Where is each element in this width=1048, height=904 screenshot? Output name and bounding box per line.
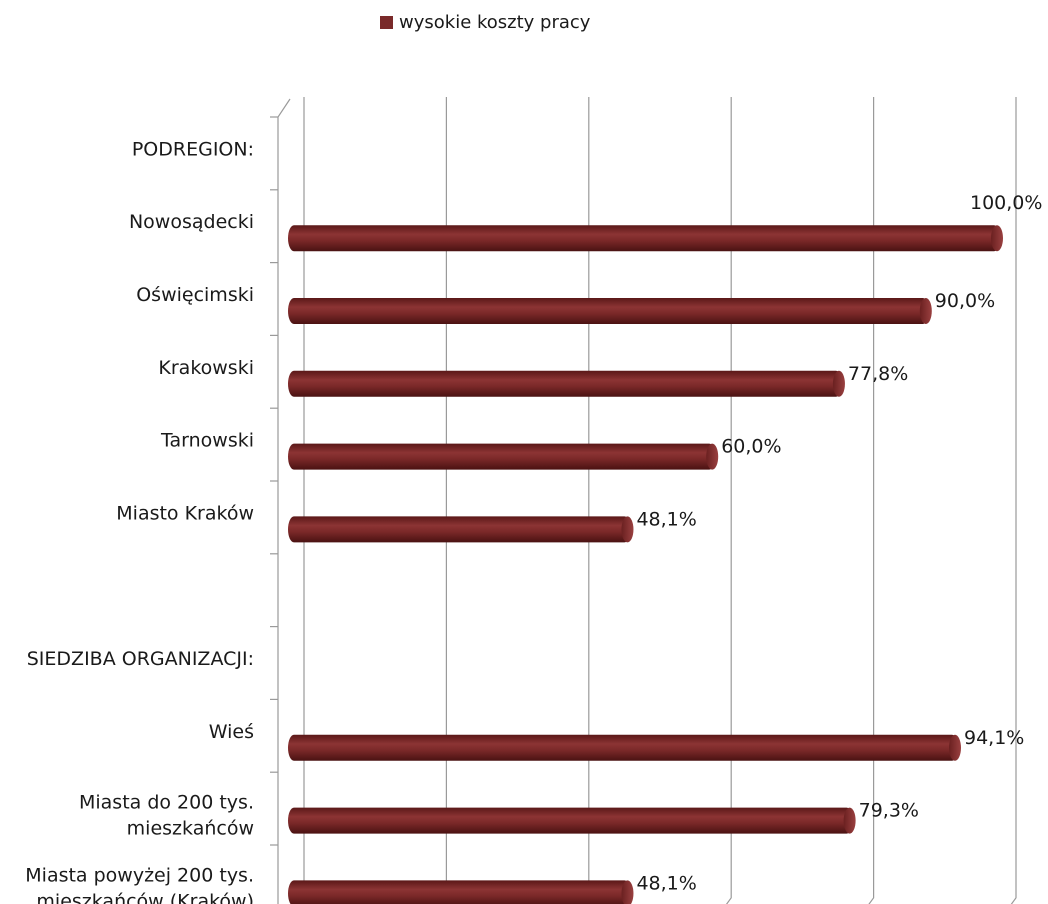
category-label: Miasta powyżej 200 tys. mieszkańców (Krak… — [25, 864, 254, 904]
bar — [288, 807, 856, 834]
bar — [288, 298, 932, 324]
category-label: Wieś — [209, 721, 254, 743]
category-label: PODREGION: — [132, 138, 254, 160]
category-label: Tarnowski — [160, 430, 254, 452]
data-label: 48,1% — [636, 872, 696, 894]
data-label: 77,8% — [848, 363, 908, 385]
gridline — [583, 97, 590, 904]
category-label: Oświęcimski — [136, 284, 254, 306]
data-label: 79,3% — [859, 800, 919, 822]
category-label: SIEDZIBA ORGANIZACJI: — [27, 648, 254, 670]
gridline — [441, 97, 447, 904]
gridline — [298, 97, 305, 904]
category-labels: PODREGION: Nowosądecki Oświęcimski Krakowsk… — [25, 138, 254, 904]
bar — [288, 516, 634, 543]
data-label: 100,0% — [970, 192, 1042, 214]
legend: wysokie koszty pracy — [380, 12, 590, 33]
legend-swatch — [380, 16, 393, 29]
data-label: 94,1% — [964, 727, 1024, 749]
bar — [288, 370, 845, 397]
category-label: Nowosądecki — [129, 211, 254, 233]
gridline — [725, 97, 732, 904]
bar — [288, 225, 1003, 252]
category-label: Krakowski — [158, 357, 254, 379]
data-label: 60,0% — [721, 436, 781, 458]
category-label: Miasto Kraków — [116, 502, 254, 524]
data-label: 90,0% — [935, 290, 995, 312]
gridline — [1010, 97, 1017, 904]
value-axis — [270, 98, 291, 904]
data-label: 48,1% — [636, 508, 696, 530]
category-axis-line — [277, 98, 291, 904]
category-label: Miasta do 200 tys. mieszkańców — [79, 792, 254, 840]
bar — [288, 443, 719, 470]
bars: 100,0% 90,0% 77,8% 60,0% 48,1% 94,1% 79,3% 48,1… — [288, 192, 1042, 904]
gridline — [868, 97, 875, 904]
legend-label: wysokie koszty pracy — [399, 12, 591, 33]
gridlines — [298, 97, 1017, 904]
bar — [288, 734, 961, 761]
bar — [288, 880, 634, 904]
